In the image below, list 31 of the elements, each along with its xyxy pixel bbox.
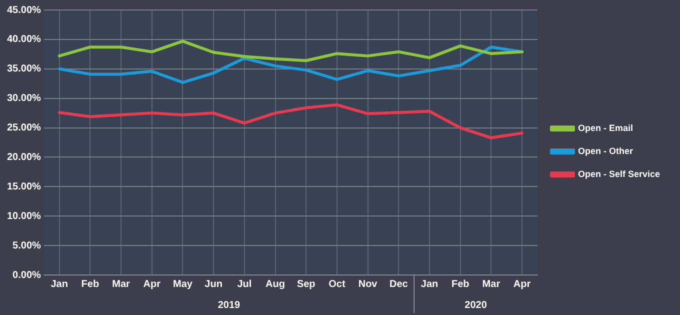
y-tick-label: 10.00% [6, 210, 42, 222]
y-tick-label: 25.00% [6, 122, 42, 134]
x-tick-label: Feb [81, 278, 100, 290]
y-tick-label: 5.00% [12, 240, 42, 252]
x-tick-label: Mar [482, 278, 500, 290]
y-tick-label: 15.00% [6, 181, 42, 192]
y-tick-label: 20.00% [6, 152, 42, 163]
y-tick-label: 45.00% [6, 4, 42, 16]
x-tick-label: Dec [389, 278, 408, 290]
x-tick-label: Jul [237, 278, 252, 290]
x-tick-label: Feb [451, 278, 470, 290]
x-tick-label: Jan [420, 278, 438, 290]
legend-label: Open - Self Service [578, 168, 660, 179]
y-tick-label: 30.00% [6, 93, 42, 104]
x-tick-label: Sep [296, 278, 316, 290]
y-tick-label: 35.00% [6, 64, 42, 75]
y-tick-label: 40.00% [6, 34, 42, 46]
legend-label: Open - Other [578, 146, 634, 156]
text: 2020 [464, 300, 488, 311]
legend-label: Open - Email [578, 122, 633, 133]
x-tick-label: Oct [328, 278, 346, 290]
x-tick-label: Mar [112, 278, 130, 290]
text: 2019 [218, 300, 241, 311]
x-tick-label: Apr [143, 278, 161, 290]
x-tick-label: Jun [204, 278, 222, 290]
x-tick-label: Aug [266, 278, 285, 290]
x-tick-label: Apr [513, 278, 531, 290]
x-tick-label: Nov [358, 278, 378, 290]
y-tick-label: 0.00% [12, 270, 42, 281]
x-tick-label: Jan [50, 278, 68, 290]
x-tick-label: May [173, 278, 193, 290]
